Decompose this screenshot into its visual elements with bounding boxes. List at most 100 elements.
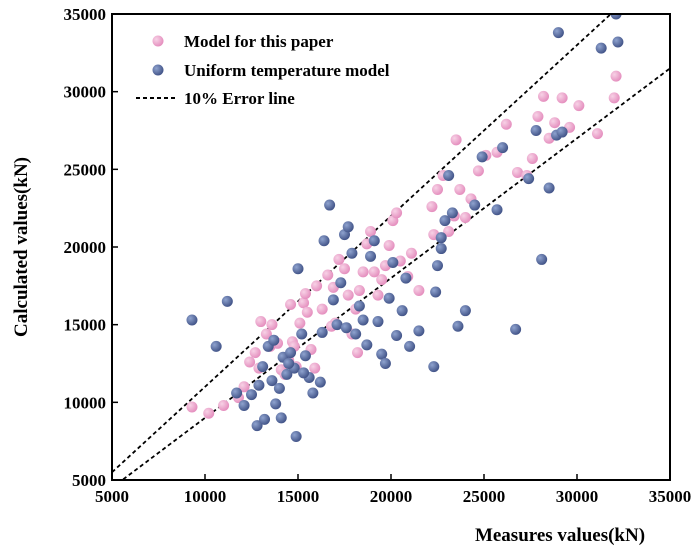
point-uniform-temperature xyxy=(383,292,395,304)
point-uniform-temperature xyxy=(342,221,354,233)
point-uniform-temperature xyxy=(523,173,535,185)
point-model-paper xyxy=(526,152,538,164)
point-uniform-temperature xyxy=(443,170,455,182)
x-tick-label: 30000 xyxy=(556,487,599,506)
point-model-paper xyxy=(294,317,306,329)
point-uniform-temperature xyxy=(353,300,365,312)
x-tick-label: 5000 xyxy=(95,487,129,506)
point-uniform-temperature xyxy=(376,348,388,360)
point-uniform-temperature xyxy=(285,347,297,359)
point-uniform-temperature xyxy=(365,250,377,262)
point-model-paper xyxy=(368,266,380,278)
point-uniform-temperature xyxy=(283,358,295,369)
point-model-paper xyxy=(391,207,403,219)
point-uniform-temperature xyxy=(318,235,330,247)
point-uniform-temperature xyxy=(372,316,384,328)
point-uniform-temperature xyxy=(552,27,564,39)
point-model-paper xyxy=(301,306,313,318)
point-model-paper xyxy=(353,284,365,296)
point-uniform-temperature xyxy=(361,339,373,351)
point-model-paper xyxy=(549,117,561,129)
point-uniform-temperature xyxy=(476,151,488,163)
point-uniform-temperature xyxy=(259,413,271,425)
point-model-paper xyxy=(608,92,620,104)
point-model-paper xyxy=(352,347,364,359)
error-line-lower xyxy=(120,67,670,480)
point-uniform-temperature xyxy=(396,305,408,317)
point-model-paper xyxy=(298,297,310,309)
point-uniform-temperature xyxy=(266,375,278,387)
point-uniform-temperature xyxy=(435,243,447,255)
point-uniform-temperature xyxy=(459,305,471,317)
point-model-paper xyxy=(432,184,443,196)
point-uniform-temperature xyxy=(368,235,380,247)
point-uniform-temperature xyxy=(307,387,319,399)
point-model-paper xyxy=(309,362,321,374)
x-tick-label: 35000 xyxy=(649,487,692,506)
point-uniform-temperature xyxy=(314,376,326,388)
y-tick-label: 10000 xyxy=(64,393,107,412)
point-model-paper xyxy=(610,70,622,82)
legend-label-model: Model for this paper xyxy=(184,32,334,51)
point-uniform-temperature xyxy=(324,199,336,211)
point-uniform-temperature xyxy=(530,125,542,136)
point-model-paper xyxy=(532,111,544,123)
point-uniform-temperature xyxy=(610,14,622,20)
point-uniform-temperature xyxy=(497,142,509,154)
point-uniform-temperature xyxy=(491,204,503,216)
point-model-paper xyxy=(454,184,466,196)
point-uniform-temperature xyxy=(556,126,568,138)
point-model-paper xyxy=(443,225,455,237)
point-uniform-temperature xyxy=(387,257,399,269)
point-uniform-temperature xyxy=(299,350,311,362)
y-axis-title: Calculated values(kN) xyxy=(11,157,32,337)
point-model-paper xyxy=(218,399,230,411)
legend-label-error-line: 10% Error line xyxy=(184,89,295,108)
x-tick-label: 15000 xyxy=(277,487,320,506)
point-uniform-temperature xyxy=(404,340,416,352)
point-model-paper xyxy=(556,92,568,104)
point-model-paper xyxy=(500,118,512,130)
point-model-paper xyxy=(266,319,278,331)
point-uniform-temperature xyxy=(428,361,440,373)
point-uniform-temperature xyxy=(316,326,328,338)
point-uniform-temperature xyxy=(439,215,451,227)
point-model-paper xyxy=(186,401,198,413)
point-model-paper xyxy=(538,90,550,102)
x-tick-label: 10000 xyxy=(184,487,227,506)
x-axis-ticks: 5000 10000 15000 20000 25000 30000 35000 xyxy=(95,474,691,506)
point-uniform-temperature xyxy=(275,412,287,424)
point-model-paper xyxy=(311,280,323,292)
point-uniform-temperature xyxy=(335,277,347,289)
y-tick-label: 25000 xyxy=(64,160,107,179)
point-model-paper xyxy=(413,284,425,296)
point-uniform-temperature xyxy=(290,431,302,443)
point-model-paper xyxy=(357,266,369,278)
point-model-paper xyxy=(511,166,523,178)
data-points xyxy=(186,14,624,443)
point-uniform-temperature xyxy=(281,368,293,380)
y-tick-label: 15000 xyxy=(64,316,107,335)
point-uniform-temperature xyxy=(446,207,458,219)
point-uniform-temperature xyxy=(270,398,282,410)
point-uniform-temperature xyxy=(296,328,308,340)
point-model-paper xyxy=(372,289,384,301)
y-tick-label: 20000 xyxy=(64,238,107,257)
y-axis-ticks: 5000 10000 15000 20000 25000 30000 35000 xyxy=(64,5,118,490)
legend-label-uniform: Uniform temperature model xyxy=(184,61,390,80)
point-uniform-temperature xyxy=(221,295,233,307)
point-model-paper xyxy=(255,316,267,328)
legend: Model for this paper Uniform temperature… xyxy=(136,32,390,108)
point-uniform-temperature xyxy=(350,328,362,340)
point-uniform-temperature xyxy=(251,420,263,432)
y-tick-label: 5000 xyxy=(72,471,106,490)
point-model-paper xyxy=(459,211,471,223)
x-tick-label: 25000 xyxy=(463,487,506,506)
point-model-paper xyxy=(249,347,261,359)
point-uniform-temperature xyxy=(510,323,522,335)
point-uniform-temperature xyxy=(379,358,391,369)
point-model-paper xyxy=(339,263,350,275)
point-model-paper xyxy=(244,356,256,368)
point-uniform-temperature xyxy=(430,286,442,298)
